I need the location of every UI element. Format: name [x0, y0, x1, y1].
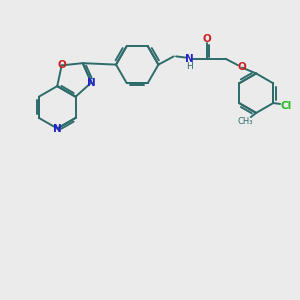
Text: N: N [53, 124, 62, 134]
Text: CH₃: CH₃ [237, 117, 253, 126]
Text: O: O [57, 60, 66, 70]
Text: O: O [238, 62, 246, 72]
Text: Cl: Cl [281, 101, 292, 111]
Text: O: O [203, 34, 212, 44]
Text: H: H [186, 62, 192, 71]
Text: N: N [185, 54, 194, 64]
Text: N: N [87, 77, 96, 88]
